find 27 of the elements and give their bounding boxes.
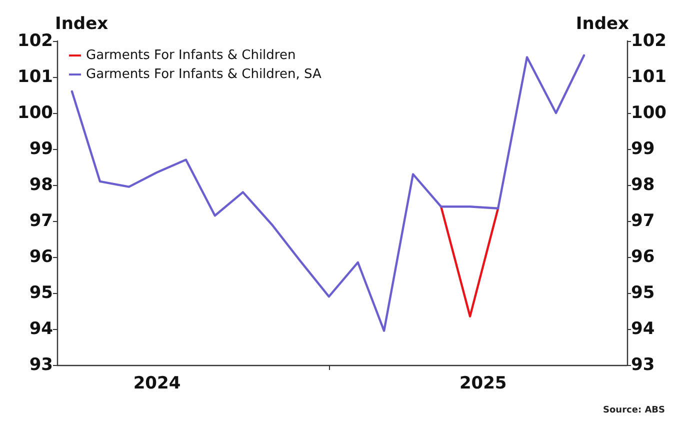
y2-tick-label: 97 [631,211,655,231]
y2-tick-label: 95 [631,283,655,303]
y-tick-label: 93 [29,355,53,375]
y-tick-label: 95 [29,283,53,303]
y-tick-label: 101 [18,67,53,87]
y-axis-title: Index [55,14,108,34]
y2-tick-label: 100 [631,103,667,123]
y2-axis-title: Index [576,14,630,34]
y-tick-label: 96 [29,247,53,267]
y-tick-label: 97 [29,211,53,231]
y-tick-label: 99 [29,139,53,159]
legend-label: Garments For Infants & Children [86,48,296,63]
y-tick-label: 102 [18,31,53,51]
y2-tick-label: 99 [631,139,655,159]
y-tick-label: 94 [29,319,54,339]
x-tick-label: 2024 [133,374,181,394]
y2-tick-label: 96 [631,247,655,267]
y-tick-label: 100 [18,103,54,123]
legend-label: Garments For Infants & Children, SA [86,67,322,82]
y2-tick-label: 93 [631,355,655,375]
x-tick-label: 2025 [459,374,507,394]
y2-tick-label: 102 [631,31,666,51]
y2-tick-label: 94 [631,319,655,339]
source-note: Source: ABS [603,406,666,416]
y2-tick-label: 98 [631,175,655,195]
y2-tick-label: 101 [631,67,666,87]
y-tick-label: 98 [29,175,53,195]
